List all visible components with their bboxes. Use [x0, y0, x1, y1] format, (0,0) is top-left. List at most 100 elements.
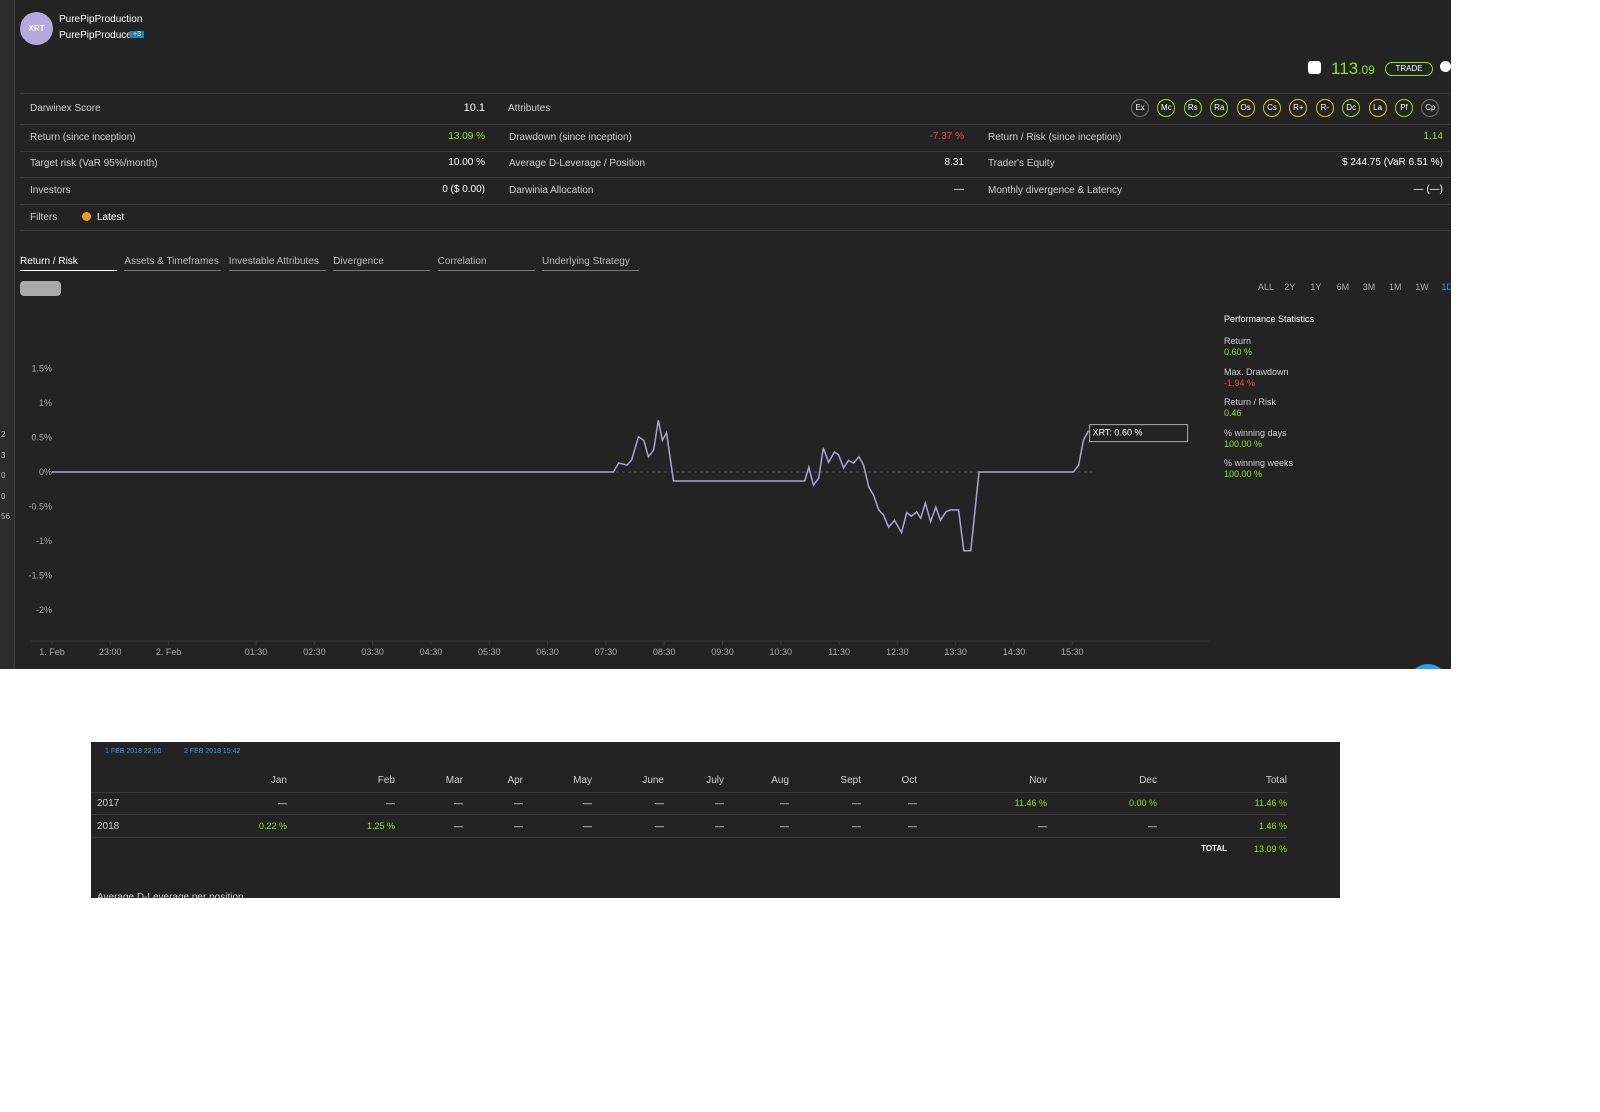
column-header: Jan	[270, 775, 287, 786]
column-header: Oct	[901, 775, 917, 786]
attribute-badge: Pf	[1395, 99, 1413, 117]
x-tick-label: 06:30	[536, 647, 559, 657]
y-tick-label: 0.5%	[31, 433, 52, 443]
performance-value: 100.00 %	[1224, 438, 1263, 449]
separator	[20, 93, 1451, 94]
stat-value: 0 ($ 0.00)	[442, 183, 485, 195]
range-button[interactable]: 1M	[1389, 282, 1402, 292]
table-cell: —	[655, 820, 664, 831]
avatar: XRT	[20, 12, 53, 45]
range-button[interactable]: 6M	[1336, 282, 1350, 292]
x-tick-label: 15:30	[1061, 647, 1084, 657]
range-button[interactable]: 1Y	[1310, 282, 1322, 292]
x-tick-label: 05:30	[478, 647, 501, 657]
table-cell: —	[583, 798, 592, 808]
table-cell: —	[715, 798, 724, 808]
range-button[interactable]: 2Y	[1284, 282, 1296, 292]
range-button[interactable]: ALL	[1258, 282, 1275, 292]
chart-type-toggle[interactable]	[20, 281, 61, 296]
table-cell: 11.46 %	[1254, 798, 1287, 808]
help-button[interactable]	[1408, 664, 1448, 669]
performance-label: Return	[1224, 336, 1252, 346]
column-header: May	[573, 775, 592, 786]
column-header: Aug	[771, 775, 789, 786]
stat-label: Monthly divergence & Latency	[988, 184, 1122, 196]
tab[interactable]: Assets & Timeframes	[124, 256, 222, 271]
stat-label: Return (since inception)	[30, 132, 136, 143]
x-tick-label: 08:30	[653, 647, 676, 657]
tab[interactable]: Divergence	[333, 256, 431, 271]
tab[interactable]: Correlation	[437, 256, 535, 271]
settings-icon[interactable]	[1440, 61, 1451, 72]
table-cell: —	[454, 820, 463, 831]
stat-label: Darwinia Allocation	[509, 184, 594, 196]
table-cell: —	[715, 820, 724, 831]
attribute-badge: Dc	[1342, 99, 1361, 117]
column-header: Nov	[1029, 775, 1047, 786]
table-cell: —	[1148, 820, 1157, 831]
total-label: TOTAL	[1201, 844, 1227, 853]
column-header: Total	[1265, 775, 1287, 786]
stat-value: 10.00 %	[448, 157, 485, 169]
attribute-badge: Rs	[1183, 99, 1202, 117]
attribute-badge: Os	[1236, 99, 1255, 117]
performance-value: 0.46	[1224, 408, 1242, 419]
stat-value: -7.37 %	[929, 131, 964, 142]
performance-label: % winning days	[1224, 427, 1287, 438]
stat-label: Drawdown (since inception)	[509, 132, 632, 143]
tab[interactable]: Return / Risk	[20, 256, 117, 271]
y-tick-label: -0.5%	[28, 502, 52, 512]
stat-label: Attributes	[508, 103, 551, 114]
stat-label: Filters	[30, 212, 58, 223]
strip-number: 0	[1, 491, 6, 501]
strip-number: 3	[1, 450, 6, 460]
side-strip	[0, 0, 15, 669]
x-tick-label: 11:30	[828, 647, 850, 657]
tab[interactable]: Underlying Strategy	[542, 256, 639, 271]
table-cell: —	[780, 798, 789, 808]
separator	[91, 814, 1287, 815]
range-button[interactable]: 3M	[1362, 282, 1376, 292]
darwin-name: PurePipProduction	[59, 14, 143, 25]
separator	[20, 177, 1451, 179]
table-cell: —	[386, 798, 395, 808]
column-header: Sept	[840, 775, 861, 786]
strip-number: 0	[1, 471, 6, 480]
separator	[91, 792, 1287, 793]
strip-number: 56	[1, 512, 10, 521]
x-tick-label: 23:00	[99, 647, 122, 657]
stat-label: Target risk (VaR 95%/month)	[30, 158, 158, 170]
table-cell: —	[454, 798, 463, 808]
trade-button[interactable]: TRADE	[1385, 62, 1433, 76]
stat-value: — (—)	[1413, 183, 1443, 195]
stat-value: 1.14	[1423, 131, 1443, 142]
table-cell: —	[514, 820, 523, 831]
filter-icon	[82, 212, 91, 221]
stat-value: 13.09 %	[448, 131, 485, 142]
performance-value: 100.00 %	[1224, 469, 1263, 480]
attribute-badge: Ra	[1210, 99, 1229, 117]
column-header: Mar	[445, 775, 463, 786]
separator	[20, 124, 1451, 125]
darwin-panel: 2 3 0 0 56 XRT PurePipProduction PurePipProduce…	[0, 0, 1451, 669]
x-tick-label: 12:30	[886, 647, 909, 657]
row-year: 2018	[97, 820, 120, 832]
series-line	[52, 420, 1090, 552]
nav-next[interactable]: 2 FEB 2018 15:42	[184, 748, 241, 755]
y-tick-label: -2%	[36, 605, 52, 615]
nav-prev[interactable]: 1 FEB 2018 22:00	[105, 748, 162, 755]
separator	[20, 203, 1451, 205]
filter-value[interactable]: Latest	[97, 212, 125, 223]
range-button[interactable]: 1D	[1441, 282, 1451, 292]
column-header: Apr	[507, 775, 523, 786]
attribute-badge: Cs	[1263, 99, 1281, 117]
price-decimals: .09	[1358, 63, 1375, 77]
tab[interactable]: Investable Attributes	[228, 256, 326, 271]
range-button[interactable]: 1W	[1415, 282, 1429, 292]
stat-label: Trader's Equity	[988, 158, 1055, 170]
table-cell: —	[655, 798, 664, 808]
performance-label: Return / Risk	[1224, 397, 1277, 408]
performance-label: % winning weeks	[1224, 458, 1294, 469]
separator	[20, 151, 1451, 152]
total-value: 13.09 %	[1253, 844, 1287, 854]
